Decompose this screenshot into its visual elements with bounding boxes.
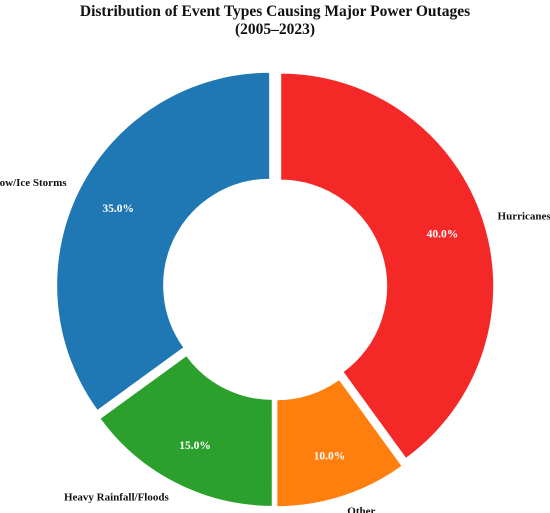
pct-label-heavy-rainfall-floods: 15.0%: [179, 440, 211, 452]
labels-group: 35.0% Severe Snow/Ice Storms 15.0% Heavy Ra…: [0, 177, 550, 513]
slice-heavy-rainfall-floods: [99, 354, 273, 507]
slice-other: [276, 378, 403, 508]
chart-title: Distribution of Event Types Causing Majo…: [80, 3, 470, 20]
pct-label-severe-snow-ice-storms: 35.0%: [102, 203, 134, 215]
chart-subtitle: (2005–2023): [235, 21, 315, 38]
slice-hurricanes-typhoons: [280, 72, 495, 460]
slices-group: [56, 71, 495, 508]
category-label-other: Other: [347, 506, 375, 513]
category-label-heavy-rainfall-floods: Heavy Rainfall/Floods: [64, 491, 170, 503]
category-label-severe-snow-ice-storms: Severe Snow/Ice Storms: [0, 177, 67, 189]
category-label-hurricanes-typhoons: Hurricanes/Typhoons: [498, 211, 550, 223]
slice-severe-snow-ice-storms: [56, 71, 271, 412]
pct-label-hurricanes-typhoons: 40.0%: [427, 229, 459, 241]
pct-label-other: 10.0%: [314, 450, 346, 462]
